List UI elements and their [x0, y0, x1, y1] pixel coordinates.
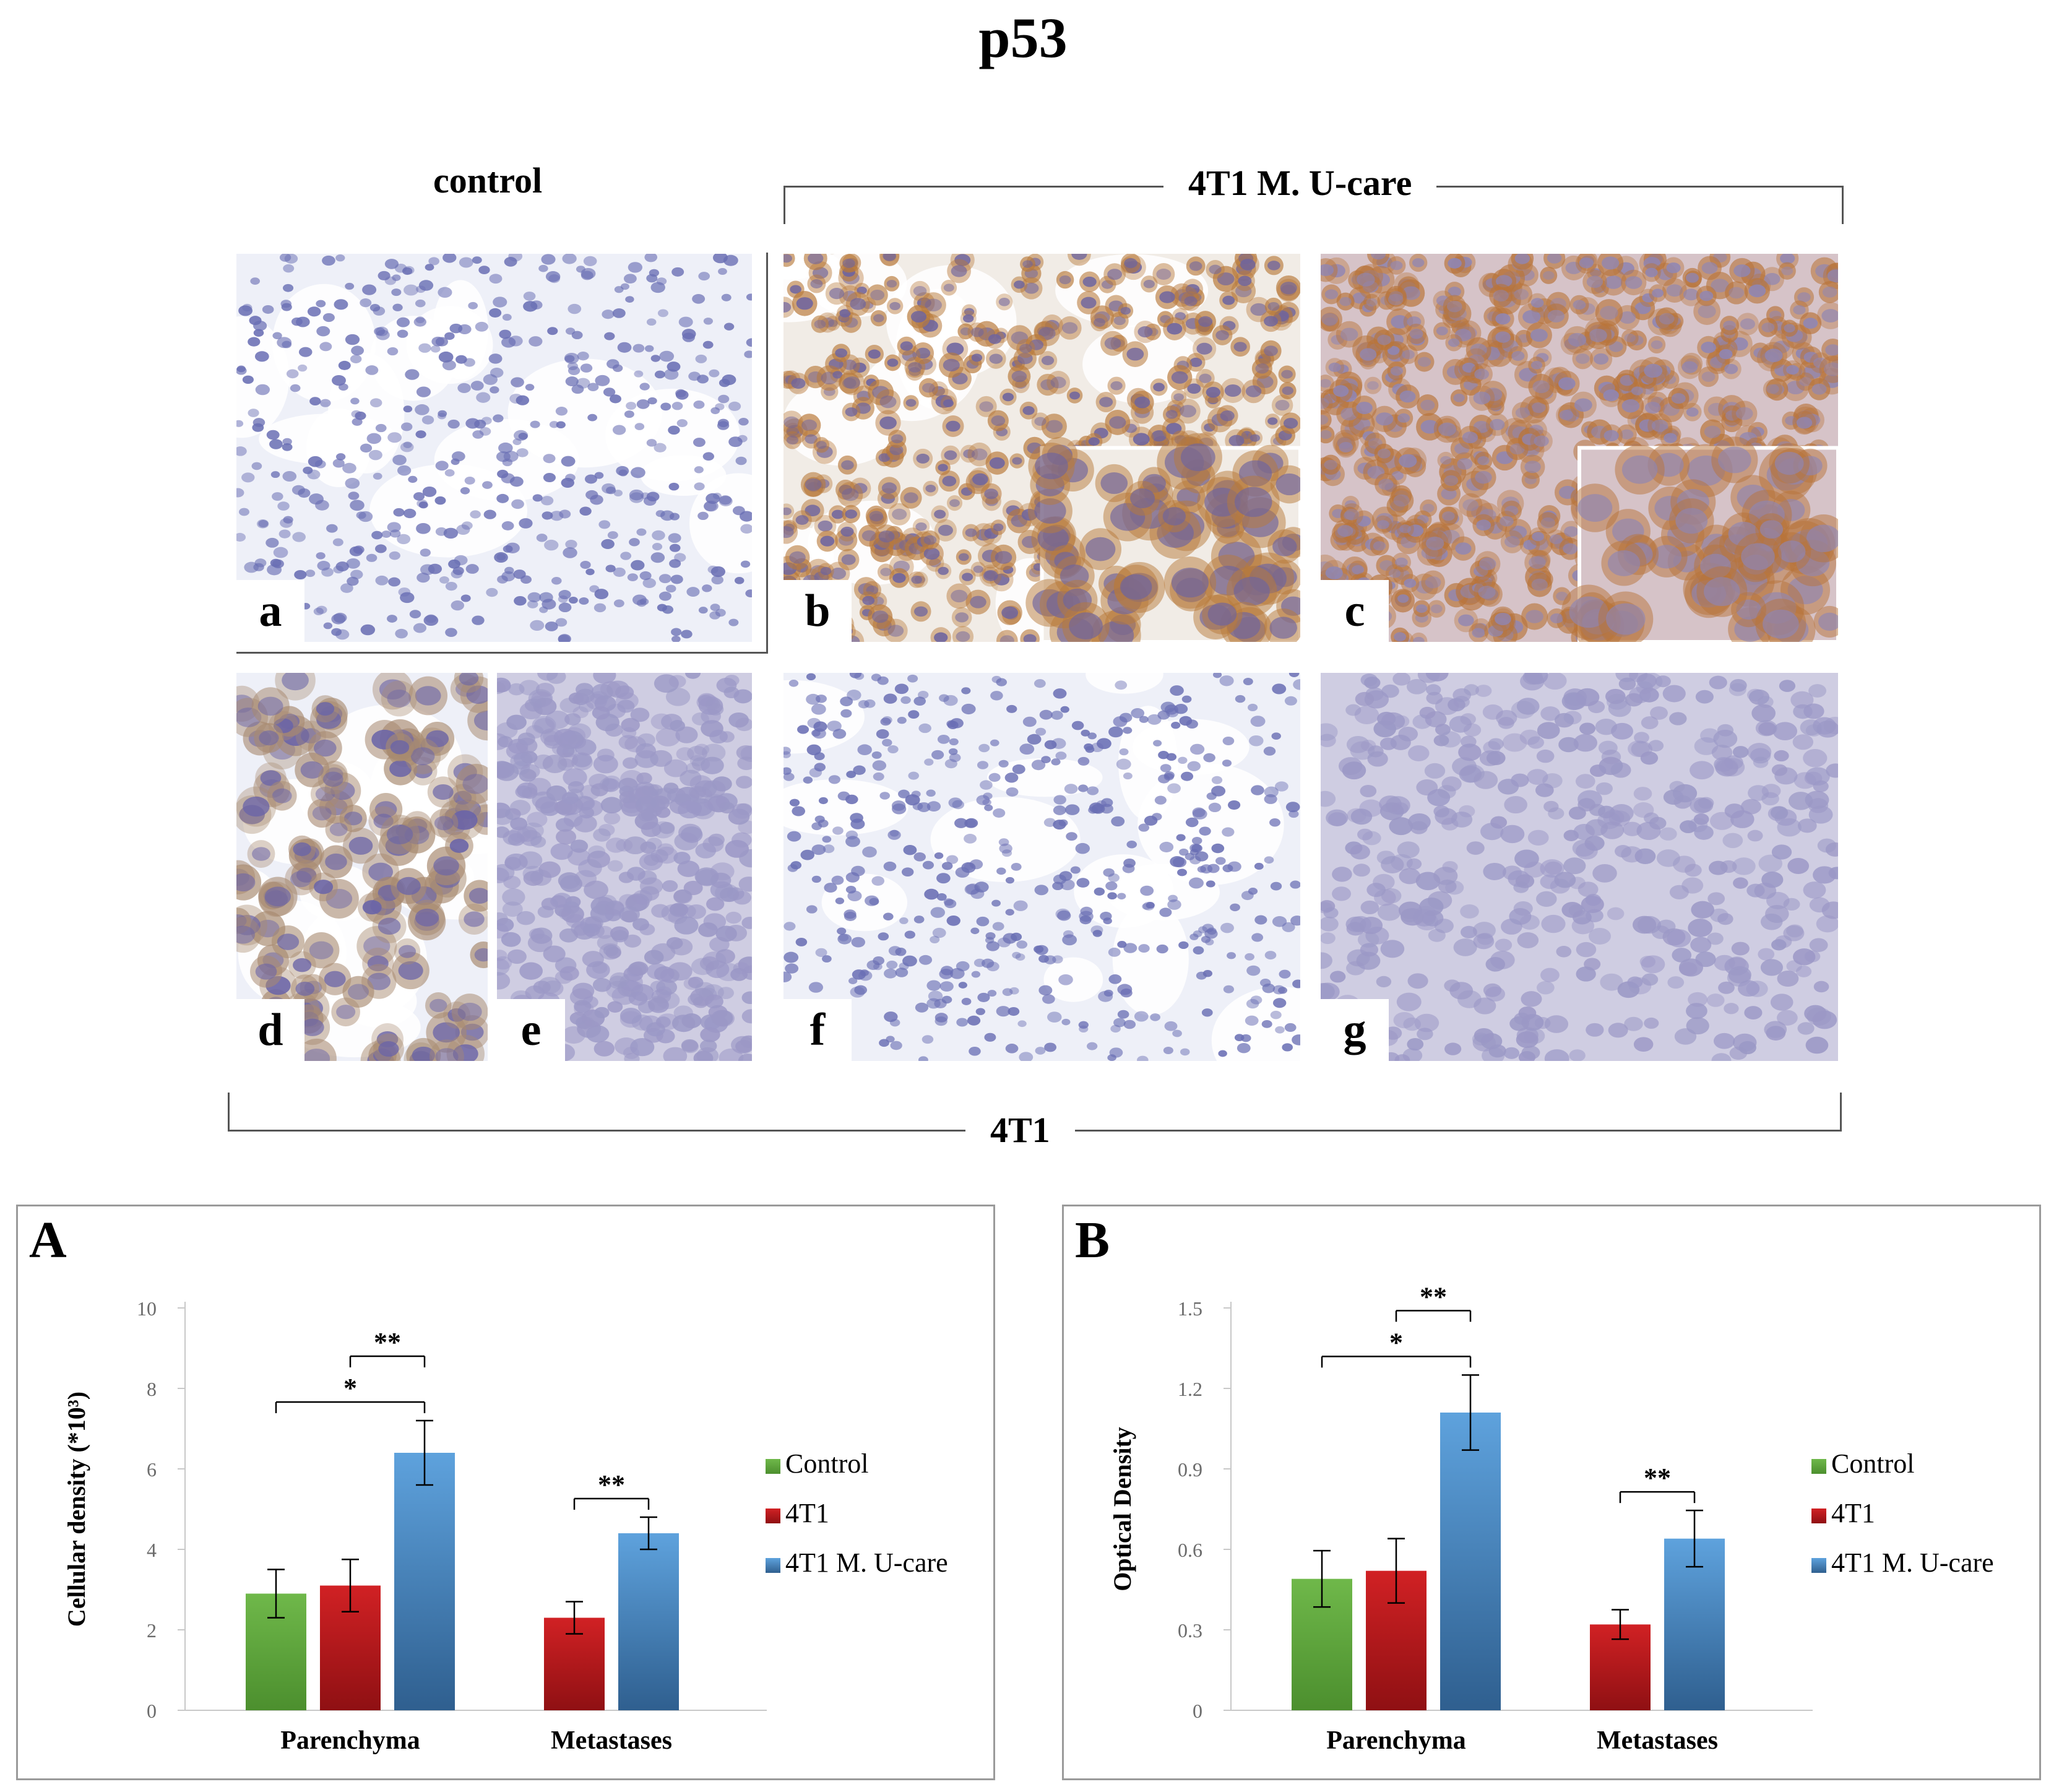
category-label-metastases: Metastases	[1597, 1726, 1718, 1755]
bracket-ucare-right-tick	[1842, 186, 1844, 224]
significance-label: **	[1644, 1463, 1671, 1493]
bracket-control-bottom	[236, 652, 768, 654]
y-tick-label: 0.3	[1178, 1619, 1202, 1642]
y-axis-label: Optical Density	[1108, 1427, 1136, 1591]
significance-bracket: *	[1321, 1327, 1472, 1368]
y-tick-label: 1.2	[1178, 1378, 1202, 1400]
panel-letter-d: d	[236, 999, 304, 1061]
legend-label: 4T1 M. U-care	[785, 1547, 948, 1578]
y-tick-label: 4	[147, 1539, 157, 1561]
significance-bracket: **	[349, 1327, 426, 1367]
y-tick-label: 0	[1193, 1700, 1202, 1722]
significance-bracket: **	[573, 1470, 650, 1510]
tissue-texture-a	[236, 254, 752, 642]
panel-letter-e: e	[497, 999, 565, 1061]
tissue-texture-g	[1321, 673, 1838, 1061]
legend-label: Control	[785, 1448, 868, 1479]
micrograph-panel-b: b	[783, 254, 1300, 642]
category-label-parenchyma: Parenchyma	[1326, 1726, 1466, 1755]
y-tick-label: 0	[147, 1700, 157, 1722]
y-tick-label: 10	[137, 1297, 157, 1320]
significance-label: **	[1420, 1281, 1447, 1312]
tissue-texture-b	[783, 254, 1300, 642]
bracket-control-right	[766, 253, 768, 654]
group-label-control: control	[433, 160, 543, 201]
bar-parenchyma-4t1-m-u-care	[1440, 1413, 1501, 1710]
micrograph-panel-g: g	[1321, 673, 1838, 1061]
group-label-ucare: 4T1 M. U-care	[1163, 162, 1437, 204]
chart-box-a: A 0 2 4 6 8 10 Cellular density (*10³) Parenchy…	[16, 1205, 995, 1780]
tissue-texture-e	[497, 673, 752, 1061]
significance-bracket: *	[275, 1373, 426, 1413]
category-label-parenchyma: Parenchyma	[280, 1726, 420, 1755]
micrograph-panel-a: a	[236, 254, 752, 642]
significance-label: *	[1389, 1327, 1403, 1357]
legend-label: Control	[1831, 1448, 1914, 1479]
significance-bracket: **	[1395, 1281, 1472, 1322]
category-label-metastases: Metastases	[551, 1726, 672, 1755]
chart-box-b: B 0 0.3 0.6 0.9 1.2 1.5 Optical Density Parench…	[1062, 1205, 2041, 1780]
tissue-texture-f	[783, 673, 1300, 1061]
panel-letter-f: f	[783, 999, 852, 1061]
legend-label: 4T1 M. U-care	[1831, 1547, 1994, 1578]
significance-bracket: **	[1619, 1463, 1696, 1504]
legend-label: 4T1	[785, 1498, 829, 1528]
figure-title: p53	[978, 6, 1068, 69]
y-tick-label: 1.5	[1178, 1297, 1202, 1320]
group-label-4t1: 4T1	[965, 1109, 1075, 1151]
significance-label: *	[343, 1373, 357, 1403]
y-tick-label: 0.9	[1178, 1458, 1202, 1481]
bracket-4t1-left-tick	[228, 1093, 230, 1132]
legend-swatch	[766, 1459, 780, 1474]
panel-letter-a: a	[236, 580, 304, 642]
bar-metastases-4t1-m-u-care	[618, 1533, 679, 1710]
significance-label: **	[598, 1470, 625, 1500]
y-tick-label: 8	[147, 1378, 157, 1400]
panel-letter-b: b	[783, 580, 852, 642]
significance-label: **	[374, 1327, 401, 1357]
y-tick-label: 2	[147, 1619, 157, 1642]
legend-label: 4T1	[1831, 1498, 1875, 1528]
legend-swatch	[1811, 1558, 1826, 1573]
micrograph-panel-e: e	[497, 673, 752, 1061]
bar-chart-b: 0 0.3 0.6 0.9 1.2 1.5 Optical Density Parenchym…	[1108, 1281, 1994, 1755]
legend-swatch	[1811, 1459, 1826, 1474]
panel-letter-c: c	[1321, 580, 1389, 642]
tissue-texture-c	[1321, 254, 1838, 642]
bracket-ucare-left-tick	[783, 186, 785, 224]
bar-chart-a: 0 2 4 6 8 10 Cellular density (*10³) Parenchyma…	[63, 1297, 948, 1755]
legend-swatch	[1811, 1508, 1826, 1523]
y-axis-label: Cellular density (*10³)	[63, 1392, 90, 1627]
tissue-texture-d	[236, 673, 488, 1061]
micrograph-panel-c: c	[1321, 254, 1838, 642]
bracket-4t1-right-tick	[1840, 1093, 1842, 1132]
chart-letter-b: B	[1075, 1211, 1110, 1269]
micrograph-panel-d: d	[236, 673, 488, 1061]
legend-swatch	[766, 1508, 780, 1523]
legend-swatch	[766, 1558, 780, 1573]
micrograph-panel-f: f	[783, 673, 1300, 1061]
bar-parenchyma-4t1-m-u-care	[394, 1453, 455, 1710]
chart-letter-a: A	[29, 1211, 67, 1269]
panel-letter-g: g	[1321, 999, 1389, 1061]
y-tick-label: 6	[147, 1458, 157, 1481]
y-tick-label: 0.6	[1178, 1539, 1202, 1561]
